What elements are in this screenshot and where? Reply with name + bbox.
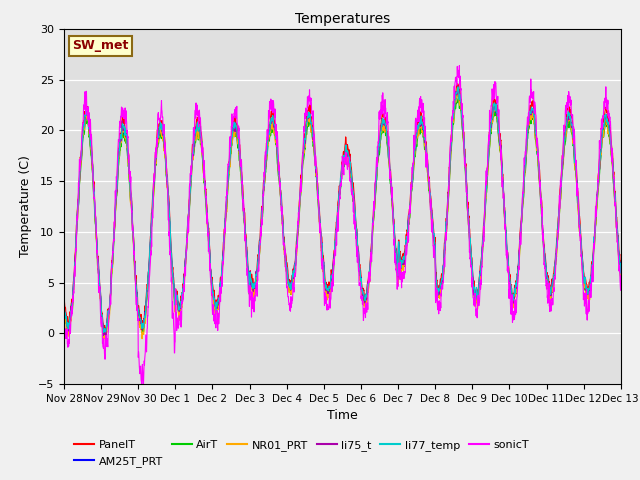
sonicT: [359, 300, 367, 306]
Line: AM25T_PRT: AM25T_PRT: [64, 91, 621, 336]
AM25T_PRT: [371, 201, 379, 207]
AM25T_PRT: [359, 290, 367, 296]
sonicT: [216, 303, 223, 309]
li75_t: [568, 120, 576, 125]
li77_temp: [60, 316, 68, 322]
PanelT: [505, 264, 513, 269]
PanelT: [584, 287, 591, 293]
Line: AirT: AirT: [64, 96, 621, 338]
PanelT: [216, 288, 223, 293]
sonicT: [584, 307, 591, 313]
PanelT: [371, 192, 379, 198]
li75_t: [102, 334, 109, 339]
li77_temp: [454, 84, 461, 90]
li75_t: [455, 83, 463, 89]
PanelT: [102, 330, 109, 336]
PanelT: [359, 286, 367, 291]
NR01_PRT: [359, 296, 367, 301]
AM25T_PRT: [455, 88, 463, 94]
AirT: [455, 93, 463, 98]
Text: SW_met: SW_met: [72, 39, 129, 52]
AirT: [584, 293, 591, 299]
AM25T_PRT: [617, 259, 625, 265]
li77_temp: [100, 330, 108, 336]
X-axis label: Time: Time: [327, 409, 358, 422]
Y-axis label: Temperature (C): Temperature (C): [19, 156, 33, 257]
li77_temp: [568, 121, 576, 127]
AM25T_PRT: [505, 272, 513, 277]
AirT: [102, 335, 109, 341]
li77_temp: [505, 267, 513, 273]
sonicT: [456, 62, 463, 68]
li77_temp: [371, 194, 379, 200]
AM25T_PRT: [100, 334, 108, 339]
Line: NR01_PRT: NR01_PRT: [64, 88, 621, 342]
PanelT: [60, 313, 68, 319]
AM25T_PRT: [584, 292, 591, 298]
AirT: [568, 131, 576, 137]
NR01_PRT: [505, 275, 513, 280]
Line: sonicT: sonicT: [64, 65, 621, 386]
li75_t: [584, 290, 591, 296]
Line: li77_temp: li77_temp: [64, 87, 621, 333]
PanelT: [617, 258, 625, 264]
Legend: PanelT, AM25T_PRT, AirT, NR01_PRT, li75_t, li77_temp, sonicT: PanelT, AM25T_PRT, AirT, NR01_PRT, li75_…: [70, 436, 533, 471]
sonicT: [371, 192, 379, 198]
PanelT: [568, 116, 576, 121]
AM25T_PRT: [568, 125, 576, 131]
PanelT: [453, 81, 461, 86]
li77_temp: [584, 289, 591, 295]
sonicT: [140, 383, 147, 389]
NR01_PRT: [617, 269, 625, 275]
li75_t: [617, 261, 625, 267]
AirT: [617, 265, 625, 271]
AirT: [60, 318, 68, 324]
Line: PanelT: PanelT: [64, 84, 621, 333]
AirT: [505, 273, 513, 279]
NR01_PRT: [454, 85, 461, 91]
sonicT: [568, 112, 576, 118]
AM25T_PRT: [60, 319, 68, 324]
sonicT: [617, 273, 625, 279]
AirT: [216, 296, 223, 301]
NR01_PRT: [60, 322, 68, 327]
AirT: [371, 203, 379, 209]
li75_t: [60, 316, 68, 322]
li75_t: [371, 198, 379, 204]
NR01_PRT: [584, 293, 591, 299]
li77_temp: [617, 261, 625, 266]
li77_temp: [216, 297, 223, 302]
li77_temp: [359, 289, 367, 295]
li75_t: [216, 293, 223, 299]
NR01_PRT: [371, 204, 379, 210]
AirT: [359, 293, 367, 299]
NR01_PRT: [216, 300, 223, 306]
li75_t: [505, 269, 513, 275]
li75_t: [359, 288, 367, 293]
Line: li75_t: li75_t: [64, 86, 621, 336]
sonicT: [505, 275, 513, 280]
Title: Temperatures: Temperatures: [295, 12, 390, 26]
NR01_PRT: [102, 339, 109, 345]
NR01_PRT: [568, 130, 576, 136]
AM25T_PRT: [216, 295, 223, 301]
sonicT: [60, 324, 68, 330]
